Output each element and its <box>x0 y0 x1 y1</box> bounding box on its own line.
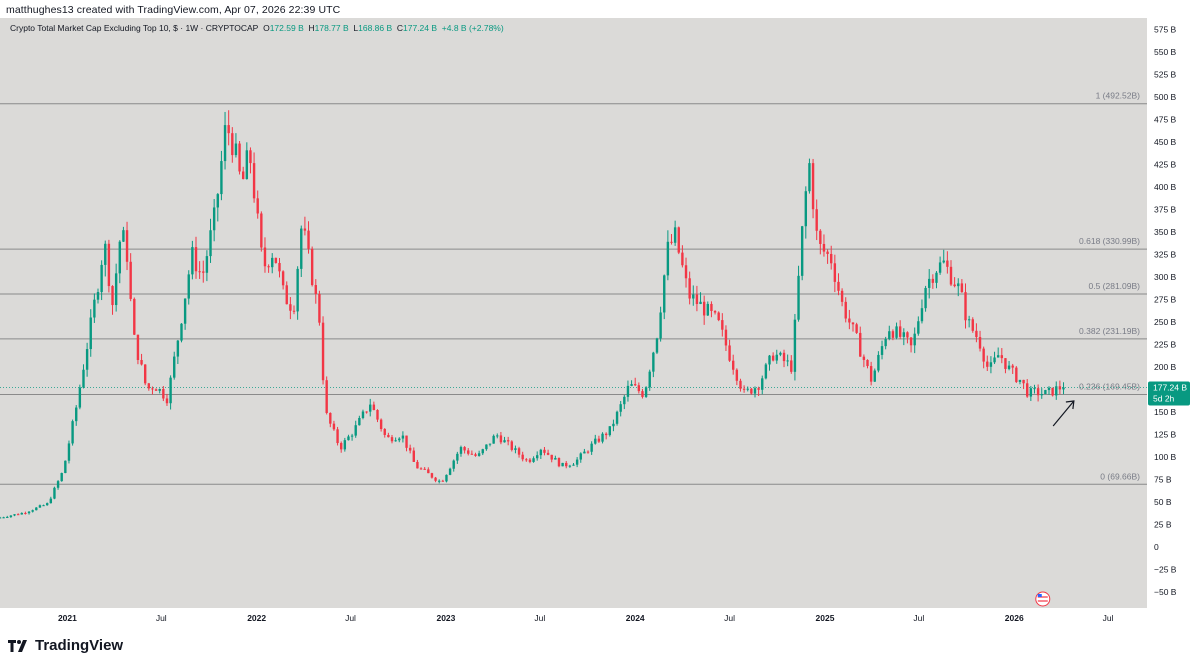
time-axis[interactable] <box>0 608 1147 630</box>
chart-credit-header: matthughes13 created with TradingView.co… <box>6 4 341 16</box>
tradingview-brand-text: TradingView <box>35 637 124 654</box>
high-label: H <box>308 23 315 33</box>
price-axis[interactable] <box>1147 18 1200 608</box>
symbol-legend[interactable]: Crypto Total Market Cap Excluding Top 10… <box>10 23 504 33</box>
symbol-title: Crypto Total Market Cap Excluding Top 10… <box>10 23 259 33</box>
open-value: 172.59 B <box>269 23 304 33</box>
open-label: O <box>263 23 270 33</box>
chart-plot-area[interactable] <box>0 18 1147 608</box>
close-label: C <box>396 23 404 33</box>
tradingview-logo-icon <box>8 639 27 652</box>
change-value: +4.8 B (+2.78%) <box>441 23 504 33</box>
close-value: 177.24 B <box>403 23 438 33</box>
tradingview-logo[interactable]: TradingView <box>8 637 123 654</box>
low-label: L <box>353 23 359 33</box>
low-value: 168.86 B <box>358 23 393 33</box>
high-value: 178.77 B <box>314 23 349 33</box>
